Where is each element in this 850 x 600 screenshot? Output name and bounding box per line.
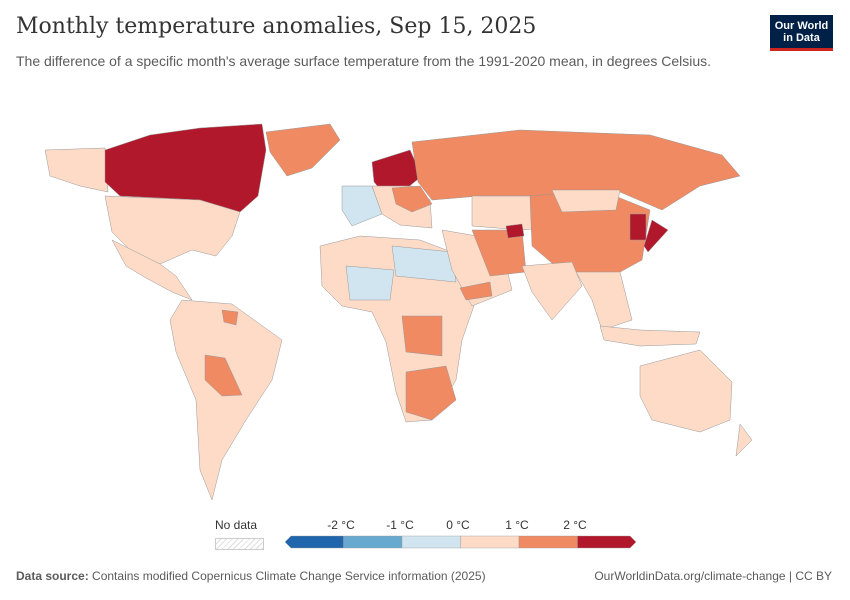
legend-bin[interactable] [518, 535, 578, 549]
source-link[interactable]: OurWorldinData.org/climate-change | CC B… [594, 569, 832, 583]
no-data-swatch [215, 538, 264, 550]
legend-bin[interactable] [284, 535, 344, 549]
country-korea[interactable] [629, 213, 647, 241]
country-ukraine-balkans[interactable] [391, 185, 433, 213]
country-mongolia[interactable] [551, 189, 621, 213]
country-bolivia-paraguay[interactable] [204, 354, 243, 397]
country-japan[interactable] [643, 219, 669, 253]
country-india[interactable] [521, 261, 583, 321]
legend-tick: -2 °C [327, 518, 355, 532]
country-usa[interactable] [104, 195, 241, 265]
legend-tick: 0 °C [446, 518, 470, 532]
country-new-zealand[interactable] [735, 423, 753, 457]
country-guyana[interactable] [221, 309, 239, 326]
legend-bin[interactable] [460, 535, 520, 549]
page-title: Monthly temperature anomalies, Sep 15, 2… [16, 14, 537, 39]
legend-bin[interactable] [577, 535, 637, 549]
country-sahel-west[interactable] [345, 265, 395, 301]
legend-bin[interactable] [401, 535, 461, 549]
country-indonesia[interactable] [599, 325, 701, 347]
country-canada[interactable] [104, 123, 267, 213]
country-yemen[interactable] [459, 281, 493, 301]
country-russia[interactable] [411, 129, 741, 211]
country-tajikistan[interactable] [505, 223, 525, 239]
world-map[interactable] [0, 110, 850, 510]
country-western-europe[interactable] [341, 185, 383, 227]
legend-bin[interactable] [343, 535, 403, 549]
country-australia[interactable] [639, 349, 733, 433]
logo-text: Our World in Data [774, 20, 829, 44]
country-alaska[interactable] [44, 147, 109, 193]
legend-tick: 1 °C [505, 518, 529, 532]
country-congo[interactable] [401, 315, 443, 357]
no-data-label: No data [215, 518, 258, 532]
subtitle: The difference of a specific month's ave… [16, 53, 712, 69]
color-legend-bar [284, 535, 637, 549]
country-greenland[interactable] [265, 123, 341, 177]
legend-tick: 2 °C [563, 518, 587, 532]
country-mexico[interactable] [111, 239, 193, 301]
country-southern-africa[interactable] [405, 365, 457, 421]
data-source: Data source: Contains modified Copernicu… [16, 569, 486, 583]
country-libya-egypt[interactable] [391, 245, 457, 283]
source-text: Contains modified Copernicus Climate Cha… [92, 569, 486, 583]
country-se-asia[interactable] [575, 271, 633, 331]
source-label: Data source: [16, 569, 89, 583]
owid-logo[interactable]: Our World in Data [770, 15, 833, 51]
legend-tick: -1 °C [386, 518, 414, 532]
country-south-america[interactable] [169, 299, 283, 501]
